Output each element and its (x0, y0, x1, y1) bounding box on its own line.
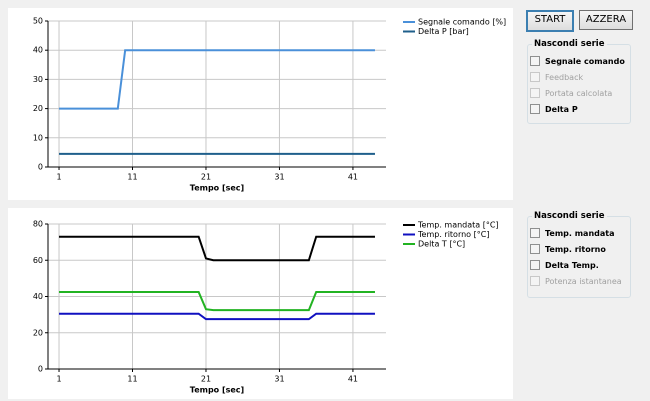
checkbox-label: Portata calcolata (545, 88, 613, 98)
checkbox[interactable]: Segnale comando (530, 56, 625, 66)
checkbox-label: Delta Temp. (545, 260, 599, 270)
x-tick-label: 11 (127, 375, 137, 384)
checkbox-box[interactable] (530, 244, 540, 254)
x-axis-label: Tempo [sec] (190, 386, 244, 395)
group-box: Nascondi serie Segnale comando Feedback Por… (527, 39, 631, 124)
x-tick-label: 21 (201, 173, 211, 182)
y-tick-label: 40 (33, 292, 43, 301)
x-tick-label: 21 (201, 375, 211, 384)
checkbox: Portata calcolata (530, 88, 612, 98)
checkbox-label: Temp. mandata (545, 228, 615, 238)
chart-panel (8, 8, 513, 200)
checkbox-label: Segnale comando (545, 56, 625, 66)
x-tick-label: 11 (127, 173, 137, 182)
x-tick-label: 41 (348, 173, 358, 182)
checkbox-box[interactable] (530, 56, 540, 66)
x-tick-label: 31 (274, 375, 284, 384)
checkbox-label: Delta P (545, 104, 578, 114)
y-tick-label: 50 (33, 17, 43, 26)
y-tick-label: 30 (33, 75, 43, 84)
legend-label: Delta P [bar] (418, 27, 469, 36)
x-axis-label: Tempo [sec] (190, 184, 244, 193)
y-tick-label: 80 (33, 220, 43, 229)
chart-panel (8, 208, 513, 399)
legend-label: Segnale comando [%] (418, 18, 506, 27)
x-tick-label: 31 (274, 173, 284, 182)
y-tick-label: 40 (33, 46, 43, 55)
series-line (59, 49, 375, 110)
legend-label: Delta T [°C] (418, 240, 465, 249)
checkbox-box (530, 276, 540, 286)
checkbox-label: Temp. ritorno (545, 244, 606, 254)
checkbox[interactable]: Delta P (530, 104, 578, 114)
checkbox-box[interactable] (530, 104, 540, 114)
checkbox-label: Feedback (545, 72, 584, 82)
group-title: Nascondi serie (532, 211, 607, 221)
checkbox-box[interactable] (530, 228, 540, 238)
legend-label: Temp. mandata [°C] (417, 221, 499, 230)
checkbox[interactable]: Delta Temp. (530, 260, 599, 270)
y-tick-label: 10 (33, 133, 43, 142)
checkbox: Feedback (530, 72, 583, 82)
checkbox-box[interactable] (530, 260, 540, 270)
series-line (59, 312, 375, 321)
y-tick-label: 20 (33, 328, 43, 337)
x-tick-label: 41 (348, 375, 358, 384)
checkbox[interactable]: Temp. mandata (530, 228, 614, 238)
group-title: Nascondi serie (532, 39, 607, 49)
y-tick-label: 60 (33, 256, 43, 265)
checkbox-label: Potenza istantanea (545, 276, 622, 286)
x-tick-label: 1 (56, 375, 61, 384)
y-tick-label: 0 (38, 365, 43, 374)
series-line (59, 235, 375, 262)
button[interactable]: AZZERA (579, 10, 633, 30)
x-tick-label: 1 (56, 173, 61, 182)
y-tick-label: 0 (38, 163, 43, 172)
y-tick-label: 20 (33, 104, 43, 113)
checkbox[interactable]: Temp. ritorno (530, 244, 606, 254)
group-box: Nascondi serie Temp. mandata Temp. ritorno… (527, 211, 631, 298)
legend-label: Temp. ritorno [°C] (417, 230, 489, 239)
checkbox-box (530, 72, 540, 82)
series-line (59, 290, 375, 312)
button[interactable]: START (526, 10, 574, 32)
checkbox: Potenza istantanea (530, 276, 622, 286)
checkbox-box (530, 88, 540, 98)
